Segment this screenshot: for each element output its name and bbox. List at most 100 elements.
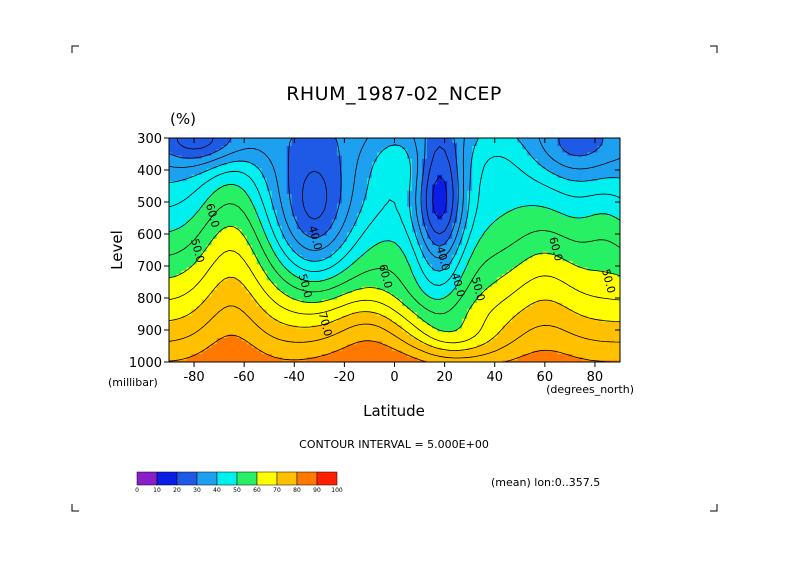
contour-cell (186, 235, 193, 240)
contour-cell (246, 302, 253, 307)
contour-cell (246, 296, 253, 301)
contour-cell (241, 181, 248, 185)
contour-cell (256, 158, 263, 163)
contour-cell (371, 194, 378, 198)
contour-cell (341, 187, 348, 192)
contour-cell (602, 187, 609, 192)
contour-cell (231, 155, 238, 160)
contour-cell (231, 238, 238, 243)
contour-cell (216, 213, 223, 217)
contour-cell (356, 261, 363, 265)
contour-cell (602, 138, 609, 141)
contour-cell (592, 168, 599, 173)
contour-cell (251, 200, 258, 205)
contour-cell (457, 142, 463, 147)
contour-cell (542, 238, 548, 243)
contour-cell (587, 232, 594, 237)
contour-cell (271, 213, 278, 217)
contour-cell (447, 178, 453, 182)
contour-cell (301, 197, 308, 201)
contour-cell (386, 203, 393, 208)
contour-cell (597, 194, 604, 198)
contour-cell (447, 203, 453, 208)
contour-cell (196, 242, 203, 246)
contour-cell (542, 206, 548, 211)
contour-cell (176, 187, 183, 192)
contour-cell (397, 181, 403, 185)
contour-cell (552, 270, 558, 275)
contour-cell (391, 251, 398, 256)
contour-cell (186, 187, 193, 192)
contour-cell (356, 139, 363, 144)
contour-cell (356, 258, 363, 262)
contour-cell (296, 187, 303, 192)
contour-cell (241, 264, 248, 269)
contour-cell (562, 142, 568, 147)
contour-cell (196, 139, 203, 144)
contour-cell (412, 264, 418, 269)
contour-cell (407, 152, 413, 157)
contour-cell (412, 296, 418, 301)
contour-cell (402, 242, 408, 246)
contour-cell (447, 142, 453, 147)
contour-cell (557, 210, 563, 214)
contour-cell (402, 149, 408, 153)
contour-cell (391, 261, 398, 265)
contour-cell (562, 296, 568, 301)
contour-cell (256, 232, 263, 237)
contour-cell (311, 203, 318, 208)
contour-cell (602, 306, 609, 310)
contour-cell (457, 226, 463, 230)
contour-cell (477, 242, 483, 246)
contour-cell (266, 210, 273, 214)
contour-cell (527, 184, 533, 189)
contour-cell (467, 229, 473, 233)
contour-cell (477, 190, 483, 195)
contour-cell (442, 165, 448, 169)
contour-cell (241, 274, 248, 278)
contour-cell (442, 178, 448, 182)
contour-cell (502, 158, 508, 163)
contour-cell (171, 235, 178, 240)
contour-cell (206, 229, 213, 233)
contour-cell (527, 274, 533, 278)
contour-cell (482, 210, 488, 214)
contour-cell (271, 229, 278, 233)
contour-cell (397, 293, 403, 297)
contour-cell (301, 171, 308, 176)
contour-cell (457, 210, 463, 214)
contour-cell (346, 277, 353, 281)
contour-cell (246, 149, 253, 153)
contour-cell (522, 158, 528, 163)
contour-cell (462, 216, 468, 221)
contour-cell (572, 187, 578, 192)
contour-cell (427, 270, 433, 275)
contour-cell (567, 296, 573, 301)
contour-cell (612, 184, 619, 189)
contour-cell (402, 296, 408, 301)
contour-cell (351, 216, 358, 221)
contour-cell (502, 306, 508, 310)
contour-cell (376, 274, 383, 278)
contour-cell (221, 171, 228, 176)
contour-cell (236, 254, 243, 259)
contour-cell (402, 238, 408, 243)
contour-cell (467, 251, 473, 256)
contour-cell (427, 229, 433, 233)
contour-cell (241, 165, 248, 169)
contour-cell (582, 142, 589, 147)
contour-cell (216, 238, 223, 243)
contour-cell (266, 187, 273, 192)
contour-cell (171, 232, 178, 237)
contour-cell (196, 197, 203, 201)
contour-cell (472, 232, 478, 237)
contour-cell (336, 251, 343, 256)
contour-cell (286, 296, 293, 301)
contour-cell (246, 171, 253, 176)
contour-cell (256, 194, 263, 198)
contour-cell (582, 296, 589, 301)
contour-cell (321, 213, 328, 217)
contour-cell (211, 229, 218, 233)
contour-cell (582, 226, 589, 230)
contour-cell (346, 190, 353, 195)
